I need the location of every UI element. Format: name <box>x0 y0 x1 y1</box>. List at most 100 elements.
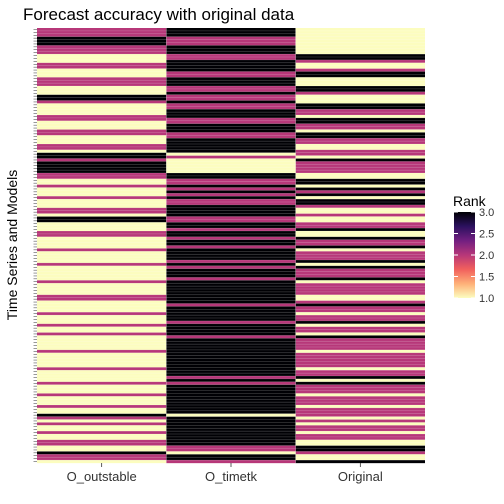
heatmap-cell <box>37 268 167 272</box>
heatmap-cell <box>166 80 296 84</box>
heatmap-cell <box>295 289 425 293</box>
heatmap-cell <box>37 83 167 87</box>
heatmap-cell <box>166 144 296 148</box>
heatmap-cell <box>37 100 167 104</box>
heatmap-cell <box>166 117 296 121</box>
x-tick-label: O_outstable <box>67 469 137 484</box>
heatmap-cell <box>37 178 167 182</box>
heatmap-cell <box>166 260 296 264</box>
heatmap-cell <box>295 442 425 446</box>
heatmap-cell <box>295 135 425 139</box>
heatmap-cell <box>295 335 425 339</box>
heatmap-cell <box>295 39 425 43</box>
heatmap-cell <box>37 173 167 177</box>
heatmap-cell <box>166 387 296 391</box>
heatmap-cell <box>37 387 167 391</box>
heatmap-cell <box>166 236 296 240</box>
heatmap-cell <box>37 28 167 32</box>
heatmap-cell <box>295 326 425 330</box>
heatmap-cell <box>166 48 296 52</box>
heatmap-cell <box>166 233 296 237</box>
heatmap-cell <box>295 167 425 171</box>
heatmap-cell <box>166 367 296 371</box>
heatmap-cell <box>295 407 425 411</box>
heatmap-cell <box>166 364 296 368</box>
heatmap-cell <box>295 138 425 142</box>
heatmap-cell <box>295 248 425 252</box>
heatmap-cell <box>37 86 167 90</box>
heatmap-cell <box>166 149 296 153</box>
heatmap-cell <box>166 300 296 304</box>
heatmap-cell <box>295 30 425 34</box>
heatmap-cell <box>37 77 167 81</box>
heatmap-cell <box>166 271 296 275</box>
heatmap-cell <box>295 161 425 165</box>
heatmap-cell <box>166 45 296 49</box>
heatmap-cell <box>295 344 425 348</box>
heatmap-cell <box>295 457 425 461</box>
heatmap-cell <box>166 370 296 374</box>
heatmap-cell <box>37 390 167 394</box>
heatmap-cell <box>37 103 167 107</box>
heatmap-cell <box>37 216 167 220</box>
heatmap-cell <box>166 326 296 330</box>
heatmap-cell <box>295 57 425 61</box>
heatmap-cell <box>295 109 425 113</box>
heatmap-cell <box>295 65 425 69</box>
heatmap-cell <box>37 309 167 313</box>
heatmap-cell <box>37 451 167 455</box>
heatmap-cell <box>37 74 167 78</box>
heatmap-cell <box>166 402 296 406</box>
heatmap-cell <box>295 48 425 52</box>
heatmap-cell <box>166 405 296 409</box>
heatmap-cell <box>295 199 425 203</box>
heatmap-cell <box>166 341 296 345</box>
heatmap-cell <box>166 329 296 333</box>
heatmap-cell <box>295 283 425 287</box>
heatmap-cell <box>37 291 167 295</box>
heatmap-cell <box>166 460 296 464</box>
heatmap-cell <box>166 146 296 150</box>
heatmap-cell <box>37 457 167 461</box>
heatmap-cell <box>37 286 167 290</box>
heatmap-cell <box>166 393 296 397</box>
heatmap-cell <box>295 222 425 226</box>
heatmap-cell <box>37 158 167 162</box>
heatmap-cell <box>37 97 167 101</box>
heatmap-cell <box>295 390 425 394</box>
heatmap-cell <box>166 94 296 98</box>
legend-tick-label: 2.5 <box>479 229 494 241</box>
heatmap-cell <box>295 190 425 194</box>
heatmap-cell <box>295 178 425 182</box>
heatmap-cell <box>37 326 167 330</box>
heatmap-cell <box>295 378 425 382</box>
heatmap-cell <box>166 190 296 194</box>
heatmap-cell <box>166 71 296 75</box>
heatmap-cell <box>37 117 167 121</box>
heatmap-cell <box>37 112 167 116</box>
x-axis: O_outstable O_timetk Original <box>67 463 383 484</box>
heatmap-cell <box>295 132 425 136</box>
heatmap-cell <box>295 451 425 455</box>
heatmap-cell <box>295 410 425 414</box>
heatmap-cell <box>166 112 296 116</box>
heatmap-cell <box>37 355 167 359</box>
heatmap-cell <box>295 164 425 168</box>
heatmap-cell <box>37 416 167 420</box>
legend-tick-label: 2.0 <box>479 250 494 262</box>
heatmap-cell <box>166 277 296 281</box>
heatmap-cell <box>166 419 296 423</box>
heatmap-cell <box>295 419 425 423</box>
heatmap-cell <box>37 251 167 255</box>
heatmap-cell <box>37 283 167 287</box>
heatmap-cell <box>166 216 296 220</box>
heatmap-cell <box>166 68 296 72</box>
heatmap-cell <box>37 431 167 435</box>
heatmap-cell <box>295 184 425 188</box>
heatmap-cell <box>166 239 296 243</box>
heatmap-cell <box>295 62 425 66</box>
heatmap-cell <box>295 265 425 269</box>
heatmap-cell <box>166 318 296 322</box>
y-axis-title: Time Series and Models <box>4 170 20 320</box>
